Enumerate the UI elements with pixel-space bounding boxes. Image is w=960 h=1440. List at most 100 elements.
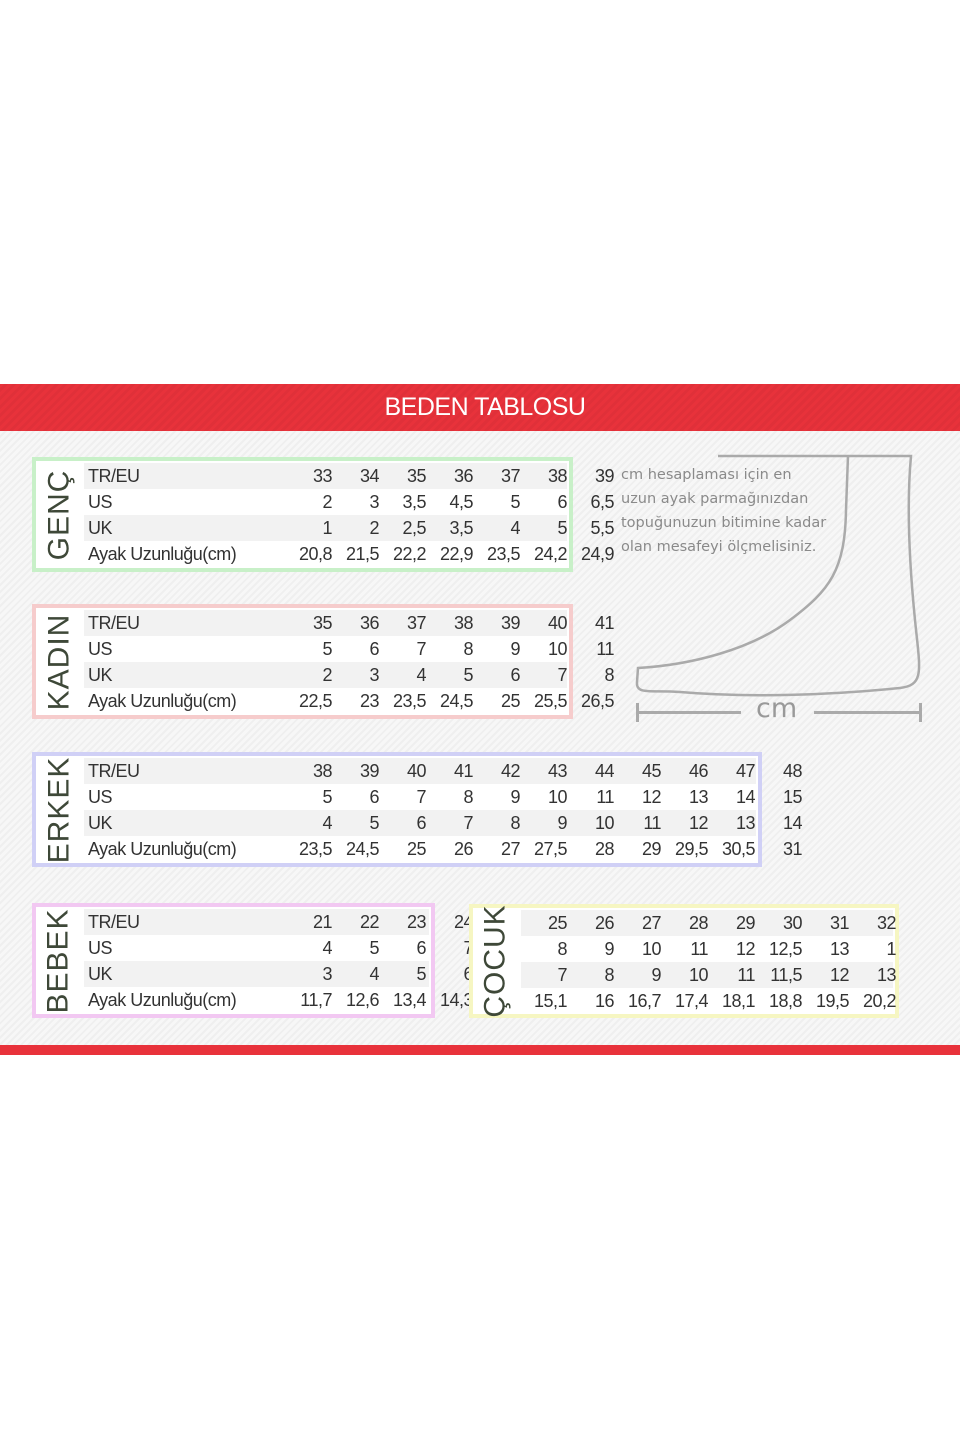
table-cell: 4	[369, 964, 379, 984]
row-header: TR/EU	[88, 466, 140, 486]
row-header: UK	[88, 813, 113, 833]
table-cell: 5	[369, 813, 379, 833]
table-cell: 23	[406, 912, 427, 932]
table-cell: 14	[782, 813, 803, 833]
table-cell: 13,4	[392, 990, 427, 1010]
table-cell: 4	[510, 518, 520, 538]
table-cell: 15	[782, 787, 803, 807]
table-cell: 4	[322, 938, 332, 958]
table-cell: 2	[322, 665, 332, 685]
section-label-text: ERKEK	[42, 756, 75, 863]
foot-outline-icon	[635, 454, 921, 697]
table-cell: 21,5	[345, 544, 380, 564]
table-row: 7 8 9 10 11 11,5 12 13	[521, 962, 897, 988]
table-cell: 21	[312, 912, 333, 932]
table-cell: 12	[641, 787, 662, 807]
table-cell: 6	[369, 787, 379, 807]
table-cell: 48	[782, 761, 803, 781]
table-cell: 12	[688, 813, 709, 833]
table-row: UK 2 3 4 5 6 7 8	[84, 662, 615, 688]
table-cell: 27,5	[533, 839, 568, 859]
row-header: Ayak Uzunluğu(cm)	[88, 990, 237, 1010]
table-cell: 20,8	[298, 544, 333, 564]
table-erkek: ERKEK TR/EU 38 39 40 41 42 43 44 45 46 47 48 US 5 6 7 8 9 1…	[32, 752, 803, 867]
table-cell: 22,9	[439, 544, 474, 564]
table-cell: 8	[463, 787, 473, 807]
table-cell: 3,5	[402, 492, 426, 512]
table-cell: 8	[510, 813, 520, 833]
table-cell: 3	[369, 665, 379, 685]
table-genc: GENÇ TR/EU 33 34 35 36 37 38 39 US 2 3 3,5 4,5 5 6 6,5 UK…	[32, 457, 615, 572]
table-row: US 4 5 67	[84, 935, 474, 961]
table-cell: 5	[557, 518, 567, 538]
table-cell: 6	[416, 813, 426, 833]
table-cell: 11	[596, 787, 614, 807]
table-cell: 2,5	[402, 518, 426, 538]
table-cell: 30,5	[721, 839, 756, 859]
table-row: US 5 6 7 8 9 10 11	[84, 636, 615, 662]
table-cell: 7	[429, 935, 473, 961]
bottom-bar	[0, 1045, 960, 1055]
table-cell: 35	[312, 613, 333, 633]
table-cell: 18,1	[721, 991, 756, 1011]
section-label-text: KADIN	[42, 613, 75, 710]
row-header: Ayak Uzunluğu(cm)	[88, 691, 237, 711]
table-cell: 44	[594, 761, 615, 781]
table-cell: 5	[322, 787, 332, 807]
table-cell: 24,5	[439, 691, 474, 711]
table-cell: 39	[500, 613, 521, 633]
table-cell: 3,5	[449, 518, 473, 538]
row-header: UK	[88, 665, 113, 685]
table-cell: 8	[604, 965, 614, 985]
section-label: BEBEK	[36, 907, 82, 1014]
table-cell: 11	[737, 965, 755, 985]
table-cell: 41	[453, 761, 474, 781]
table-cell: 23,5	[486, 544, 521, 564]
table-cell: 1	[886, 939, 896, 959]
table-cell: 9	[651, 965, 661, 985]
table-cell: 25	[500, 691, 521, 711]
rows: TR/EU21222324US4567UK3456Ayak Uzunluğu(c…	[84, 909, 474, 1013]
table-cell: 18,8	[768, 991, 803, 1011]
section-label: GENÇ	[36, 461, 82, 568]
table-cell: 16,7	[627, 991, 662, 1011]
table-cell: 9	[510, 639, 520, 659]
row-header: TR/EU	[88, 912, 140, 932]
table-cell: 45	[641, 761, 662, 781]
row-header: US	[88, 787, 113, 807]
table-cell: 11,5	[770, 965, 802, 985]
table-cell: 33	[312, 466, 333, 486]
table-cell: 24,2	[533, 544, 568, 564]
table-cell: 39	[359, 761, 380, 781]
table-cell: 11	[596, 639, 614, 659]
rows: TR/EU 38 39 40 41 42 43 44 45 46 47 48 US 5 6 7 8 9 10 11 12…	[84, 758, 803, 862]
table-cell: 6,5	[590, 492, 614, 512]
row-header: TR/EU	[88, 761, 140, 781]
table-cell: 5	[463, 665, 473, 685]
table-cell: 24,9	[580, 544, 615, 564]
table-cell: 10	[688, 965, 709, 985]
row-header: UK	[88, 518, 113, 538]
table-cell: 15,1	[533, 991, 568, 1011]
table-cell: 13	[688, 787, 709, 807]
table-cell: 38	[312, 761, 333, 781]
table-cell: 9	[557, 813, 567, 833]
table-cell: 3	[369, 492, 379, 512]
table-cell: 32	[876, 913, 897, 933]
table-cell: 9	[510, 787, 520, 807]
table-cell: 40	[406, 761, 427, 781]
row-header: US	[88, 492, 113, 512]
section-label-text: ÇOCUK	[479, 904, 512, 1018]
section-label-text: BEBEK	[42, 907, 75, 1014]
table-cell: 46	[688, 761, 709, 781]
section-label: KADIN	[36, 608, 82, 715]
table-cell: 10	[547, 639, 568, 659]
table-cell: 2	[369, 518, 379, 538]
table-cell: 42	[500, 761, 521, 781]
table-cell: 31	[782, 839, 803, 859]
rows: TR/EU 35 36 37 38 39 40 41 US 5 6 7 8 9 10 11 UK 2 3 4 5 6 7 8 A…	[84, 610, 615, 714]
table-cell: 7	[463, 813, 473, 833]
table-cell: 47	[735, 761, 756, 781]
table-cell: 11	[643, 813, 661, 833]
